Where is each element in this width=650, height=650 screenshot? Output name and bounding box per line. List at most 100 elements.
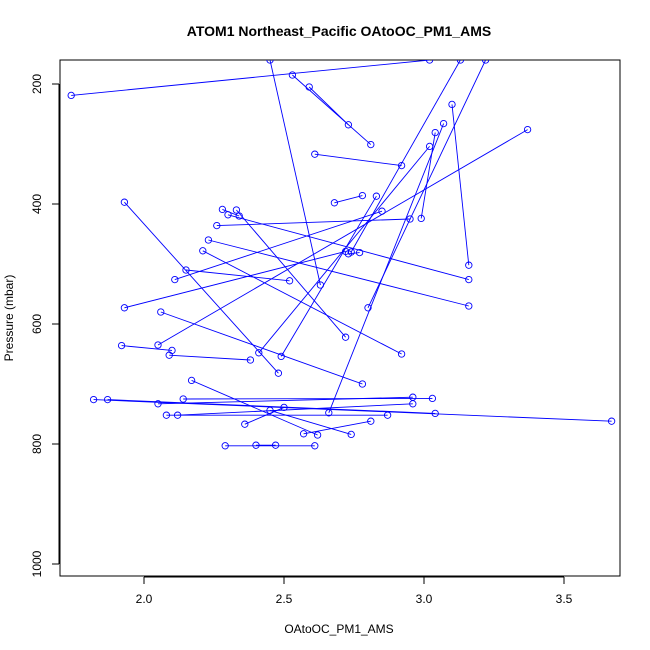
series-line-segment bbox=[169, 354, 251, 361]
x-axis-label: OAtoOC_PM1_AMS bbox=[284, 622, 393, 636]
data-point bbox=[120, 304, 129, 312]
series-line-segment bbox=[236, 209, 346, 338]
data-point bbox=[364, 304, 372, 312]
series-line-segment bbox=[183, 397, 433, 400]
data-point bbox=[341, 333, 350, 341]
data-point bbox=[103, 395, 112, 404]
data-point bbox=[428, 394, 437, 403]
data-point bbox=[397, 350, 406, 358]
series-line-segment bbox=[303, 420, 371, 435]
x-tick-label: 3.5 bbox=[556, 592, 573, 606]
data-point bbox=[154, 400, 162, 408]
data-point bbox=[439, 119, 448, 128]
data-point bbox=[417, 214, 425, 223]
data-point bbox=[311, 150, 319, 158]
series-line-segment bbox=[292, 74, 372, 145]
series-line-segment bbox=[160, 311, 363, 385]
series-line-segment bbox=[227, 214, 469, 281]
data-point bbox=[481, 60, 490, 64]
series-group bbox=[67, 60, 616, 450]
data-point bbox=[456, 60, 465, 64]
data-point bbox=[344, 121, 353, 129]
data-point bbox=[274, 369, 283, 377]
data-point bbox=[179, 395, 187, 403]
series-line-segment bbox=[328, 123, 445, 413]
data-point bbox=[431, 409, 439, 418]
y-axis-label: Pressure (mbar) bbox=[2, 275, 16, 362]
x-tick-label: 3.0 bbox=[416, 592, 433, 606]
data-point bbox=[313, 431, 322, 439]
plot-area-frame bbox=[59, 59, 621, 577]
data-point bbox=[266, 406, 274, 415]
data-point bbox=[355, 248, 364, 257]
data-point bbox=[305, 83, 313, 91]
data-point bbox=[162, 411, 171, 419]
y-tick-label: 200 bbox=[30, 74, 44, 94]
data-point bbox=[255, 349, 263, 357]
x-tick-label: 2.0 bbox=[136, 592, 153, 606]
data-point bbox=[266, 60, 274, 64]
data-point bbox=[465, 275, 473, 284]
series-line-segment bbox=[269, 60, 321, 286]
series-line-segment bbox=[208, 239, 469, 307]
series-line-segment bbox=[350, 60, 461, 253]
data-point bbox=[607, 417, 616, 425]
series-line-segment bbox=[157, 129, 528, 346]
series-line-segment bbox=[334, 195, 363, 204]
data-point bbox=[235, 212, 243, 220]
data-point bbox=[347, 248, 355, 256]
data-point bbox=[347, 430, 355, 439]
series-line-segment bbox=[451, 104, 470, 266]
data-point bbox=[252, 441, 260, 449]
data-point bbox=[358, 380, 367, 388]
data-point bbox=[204, 236, 213, 244]
series-layer bbox=[67, 60, 616, 450]
y-tick-label: 1000 bbox=[30, 550, 44, 577]
series-line-segment bbox=[121, 345, 173, 351]
series-line-segment bbox=[93, 399, 612, 422]
data-point bbox=[187, 376, 196, 385]
data-point bbox=[221, 442, 229, 450]
series-line-segment bbox=[107, 399, 436, 414]
data-point bbox=[367, 417, 375, 425]
data-point bbox=[341, 247, 350, 256]
data-point bbox=[330, 199, 339, 207]
data-point bbox=[246, 356, 255, 364]
data-point bbox=[117, 341, 126, 350]
series-line-segment bbox=[280, 195, 377, 357]
data-point bbox=[431, 128, 439, 137]
series-line-segment bbox=[71, 60, 430, 96]
data-point bbox=[299, 430, 308, 438]
series-line-segment bbox=[177, 403, 413, 416]
x-tick-label: 2.5 bbox=[276, 592, 293, 606]
data-point bbox=[523, 125, 532, 134]
data-point bbox=[448, 100, 456, 109]
data-point bbox=[218, 205, 227, 214]
data-point bbox=[241, 420, 249, 428]
y-tick-label: 800 bbox=[30, 434, 44, 454]
data-point bbox=[367, 140, 375, 149]
series-line-segment bbox=[314, 153, 402, 167]
chart-title: ATOM1 Northeast_Pacific OAtoOC_PM1_AMS bbox=[187, 23, 491, 39]
data-point bbox=[372, 192, 381, 200]
data-point bbox=[154, 341, 162, 349]
data-point bbox=[465, 261, 473, 269]
data-point bbox=[89, 395, 98, 404]
series-line-segment bbox=[244, 406, 285, 425]
series-line-segment bbox=[124, 201, 279, 374]
data-point bbox=[199, 247, 207, 255]
y-tick-label: 400 bbox=[30, 194, 44, 214]
data-point bbox=[157, 308, 165, 316]
data-point bbox=[271, 441, 280, 449]
series-line-segment bbox=[157, 396, 413, 405]
data-point bbox=[280, 403, 288, 412]
series-line-segment bbox=[174, 210, 383, 281]
data-point bbox=[67, 91, 75, 100]
series-line-segment bbox=[124, 250, 346, 309]
data-point bbox=[425, 60, 434, 64]
data-point bbox=[171, 275, 179, 284]
data-point bbox=[232, 206, 241, 214]
data-point bbox=[358, 191, 367, 200]
series-line-segment bbox=[308, 86, 349, 126]
data-point bbox=[173, 411, 182, 419]
